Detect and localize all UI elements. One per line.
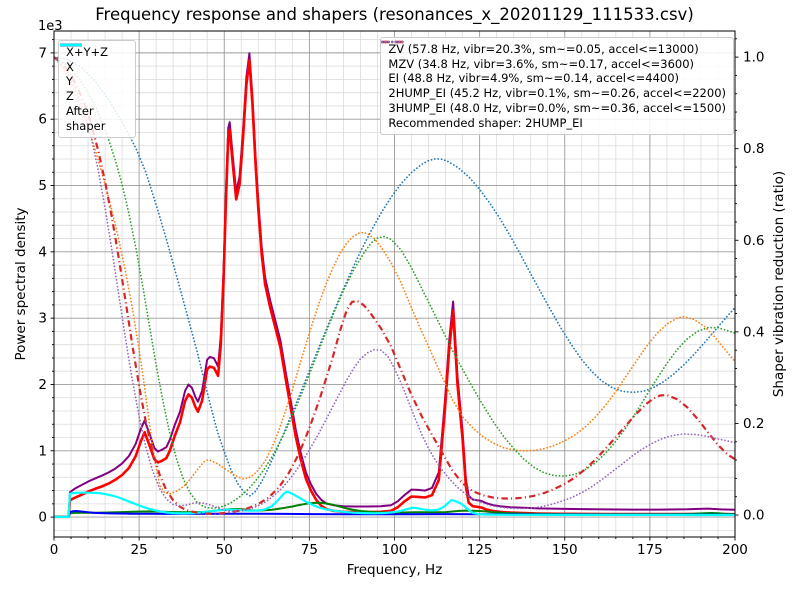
legend-recommended-shaper: Recommended shaper: 2HUMP_EI <box>388 116 726 131</box>
curve-zv <box>54 56 735 497</box>
legend-item-after-shaper: After shaper <box>60 43 128 133</box>
x-tick-label: 175 <box>637 542 663 558</box>
y-right-tick-label: 0.6 <box>743 233 764 249</box>
y-right-tick-label: 0.8 <box>743 141 764 157</box>
legend-item-label: MZV (34.8 Hz, vibr=3.6%, sm~=0.17, accel… <box>388 56 695 71</box>
y-right-tick-label: 1.0 <box>743 50 764 66</box>
x-tick-label: 25 <box>131 542 148 558</box>
legend-item-zv: ZV (57.8 Hz, vibr=20.3%, sm~=0.05, accel… <box>381 40 726 57</box>
x-tick-label: 150 <box>552 542 578 558</box>
y-axis-offset-label: 1e3 <box>38 19 63 34</box>
legend-line-swatch <box>381 38 405 46</box>
legend-item-label: ZV (57.8 Hz, vibr=20.3%, sm~=0.05, accel… <box>388 42 699 56</box>
legend-item-label: 3HUMP_EI (48.0 Hz, vibr=0.0%, sm~=0.36, … <box>388 100 726 115</box>
y-right-tick-label: 0.2 <box>743 416 764 432</box>
x-tick-label: 50 <box>216 542 233 558</box>
y-axis-label-left: Power spectral density <box>13 207 29 361</box>
legend-item-label: 2HUMP_EI (45.2 Hz, vibr=0.1%, sm~=0.26, … <box>388 86 726 101</box>
y-left-tick-label: 6 <box>38 112 47 128</box>
x-axis-label: Frequency, Hz <box>346 562 443 578</box>
y-left-tick-label: 0 <box>38 510 47 526</box>
curve-after-shaper <box>54 490 735 518</box>
legend-item-label: Z <box>66 89 74 104</box>
y-left-tick-label: 1 <box>38 443 47 459</box>
x-tick-label: 0 <box>50 542 59 558</box>
y-left-tick-label: 4 <box>38 244 47 260</box>
legend-item-label: EI (48.8 Hz, vibr=4.9%, sm~=0.14, accel<… <box>388 71 680 86</box>
curve-ei <box>54 56 735 510</box>
legend-line-swatch <box>381 40 406 44</box>
legend-item-3hump-ei: 3HUMP_EI (48.0 Hz, vibr=0.0%, sm~=0.36, … <box>381 40 726 116</box>
curves <box>54 52 735 519</box>
legend-item-2hump-ei: 2HUMP_EI (45.2 Hz, vibr=0.1%, sm~=0.26, … <box>382 40 726 101</box>
legend-item-mzv: MZV (34.8 Hz, vibr=3.6%, sm~=0.17, accel… <box>381 40 726 72</box>
legend-item-ei: EI (48.8 Hz, vibr=4.9%, sm~=0.14, accel<… <box>381 40 726 86</box>
y-right-tick-label: 0.0 <box>743 508 764 524</box>
legend-item-label: Y <box>66 74 74 89</box>
x-tick-label: 125 <box>467 542 493 558</box>
legend-item-label: After shaper <box>66 103 106 133</box>
legend-line-swatch <box>60 43 82 47</box>
legend-item-label: Recommended shaper: 2HUMP_EI <box>388 115 583 130</box>
x-tick-label: 200 <box>722 542 748 558</box>
y-left-tick-label: 7 <box>38 45 47 61</box>
y-left-tick-label: 3 <box>38 311 47 327</box>
axes: 0 25 50 75 100 125 150 175 200 0 1 2 3 4 5 6 7 0.0 0.2 0.4 0… <box>38 30 764 558</box>
legend-measured-axes: X+Y+Z X Y Z After shaper <box>58 40 136 139</box>
y-axis-label-right: Shaper vibration reduction (ratio) <box>771 170 787 398</box>
chart-title: Frequency response and shapers (resonanc… <box>95 5 694 24</box>
legend-item-y: Y <box>60 43 128 89</box>
legend-shapers: ZV (57.8 Hz, vibr=20.3%, sm~=0.05, accel… <box>380 37 734 136</box>
curve-2hump-ei <box>54 56 735 515</box>
y-left-tick-label: 2 <box>38 377 47 393</box>
x-tick-label: 75 <box>301 542 318 558</box>
curve-mzv <box>54 56 735 495</box>
legend-item-z: Z <box>60 43 128 104</box>
legend-item-label: X <box>66 59 74 74</box>
curve-3hump-ei <box>54 56 735 513</box>
legend-item-label: X+Y+Z <box>66 45 109 59</box>
y-left-tick-label: 5 <box>38 178 47 194</box>
y-right-tick-label: 0.4 <box>743 324 764 340</box>
x-tick-label: 100 <box>382 542 408 558</box>
legend-item-x: X <box>60 43 128 75</box>
